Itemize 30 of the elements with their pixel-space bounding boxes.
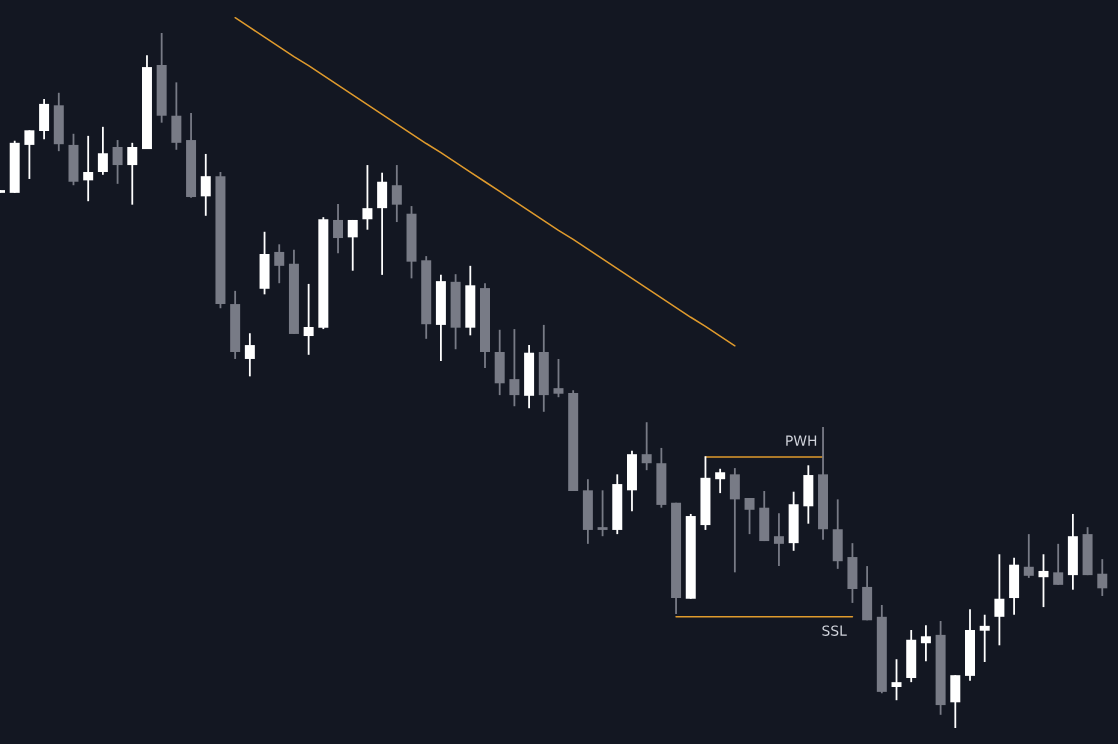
candlestick	[744, 497, 755, 536]
candlestick	[1038, 553, 1049, 608]
candlestick	[97, 125, 108, 176]
candlestick	[333, 203, 344, 255]
candlestick	[303, 283, 314, 356]
candlestick	[641, 421, 652, 472]
candlestick	[112, 139, 123, 185]
candlestick	[200, 153, 211, 217]
candlestick	[597, 489, 608, 538]
candlestick	[127, 141, 138, 206]
candlestick	[24, 129, 35, 180]
candlestick	[244, 332, 255, 378]
candlestick	[920, 624, 931, 663]
candlestick	[773, 512, 784, 567]
candlestick	[994, 553, 1005, 647]
candlestick	[274, 243, 285, 285]
candlestick	[715, 467, 726, 495]
candlestick	[979, 613, 990, 663]
candlestick	[553, 358, 564, 399]
candlestick	[1053, 542, 1064, 586]
series-label: SSL	[822, 625, 847, 636]
candlestick	[1097, 558, 1108, 597]
candlestick	[362, 164, 373, 231]
candlestick	[509, 328, 520, 408]
series-label: PWH	[786, 435, 817, 446]
candlestick	[891, 658, 902, 702]
candlestick	[391, 164, 402, 223]
candlestick	[347, 219, 358, 272]
candlestick	[1023, 533, 1034, 579]
candlestick	[83, 134, 94, 203]
